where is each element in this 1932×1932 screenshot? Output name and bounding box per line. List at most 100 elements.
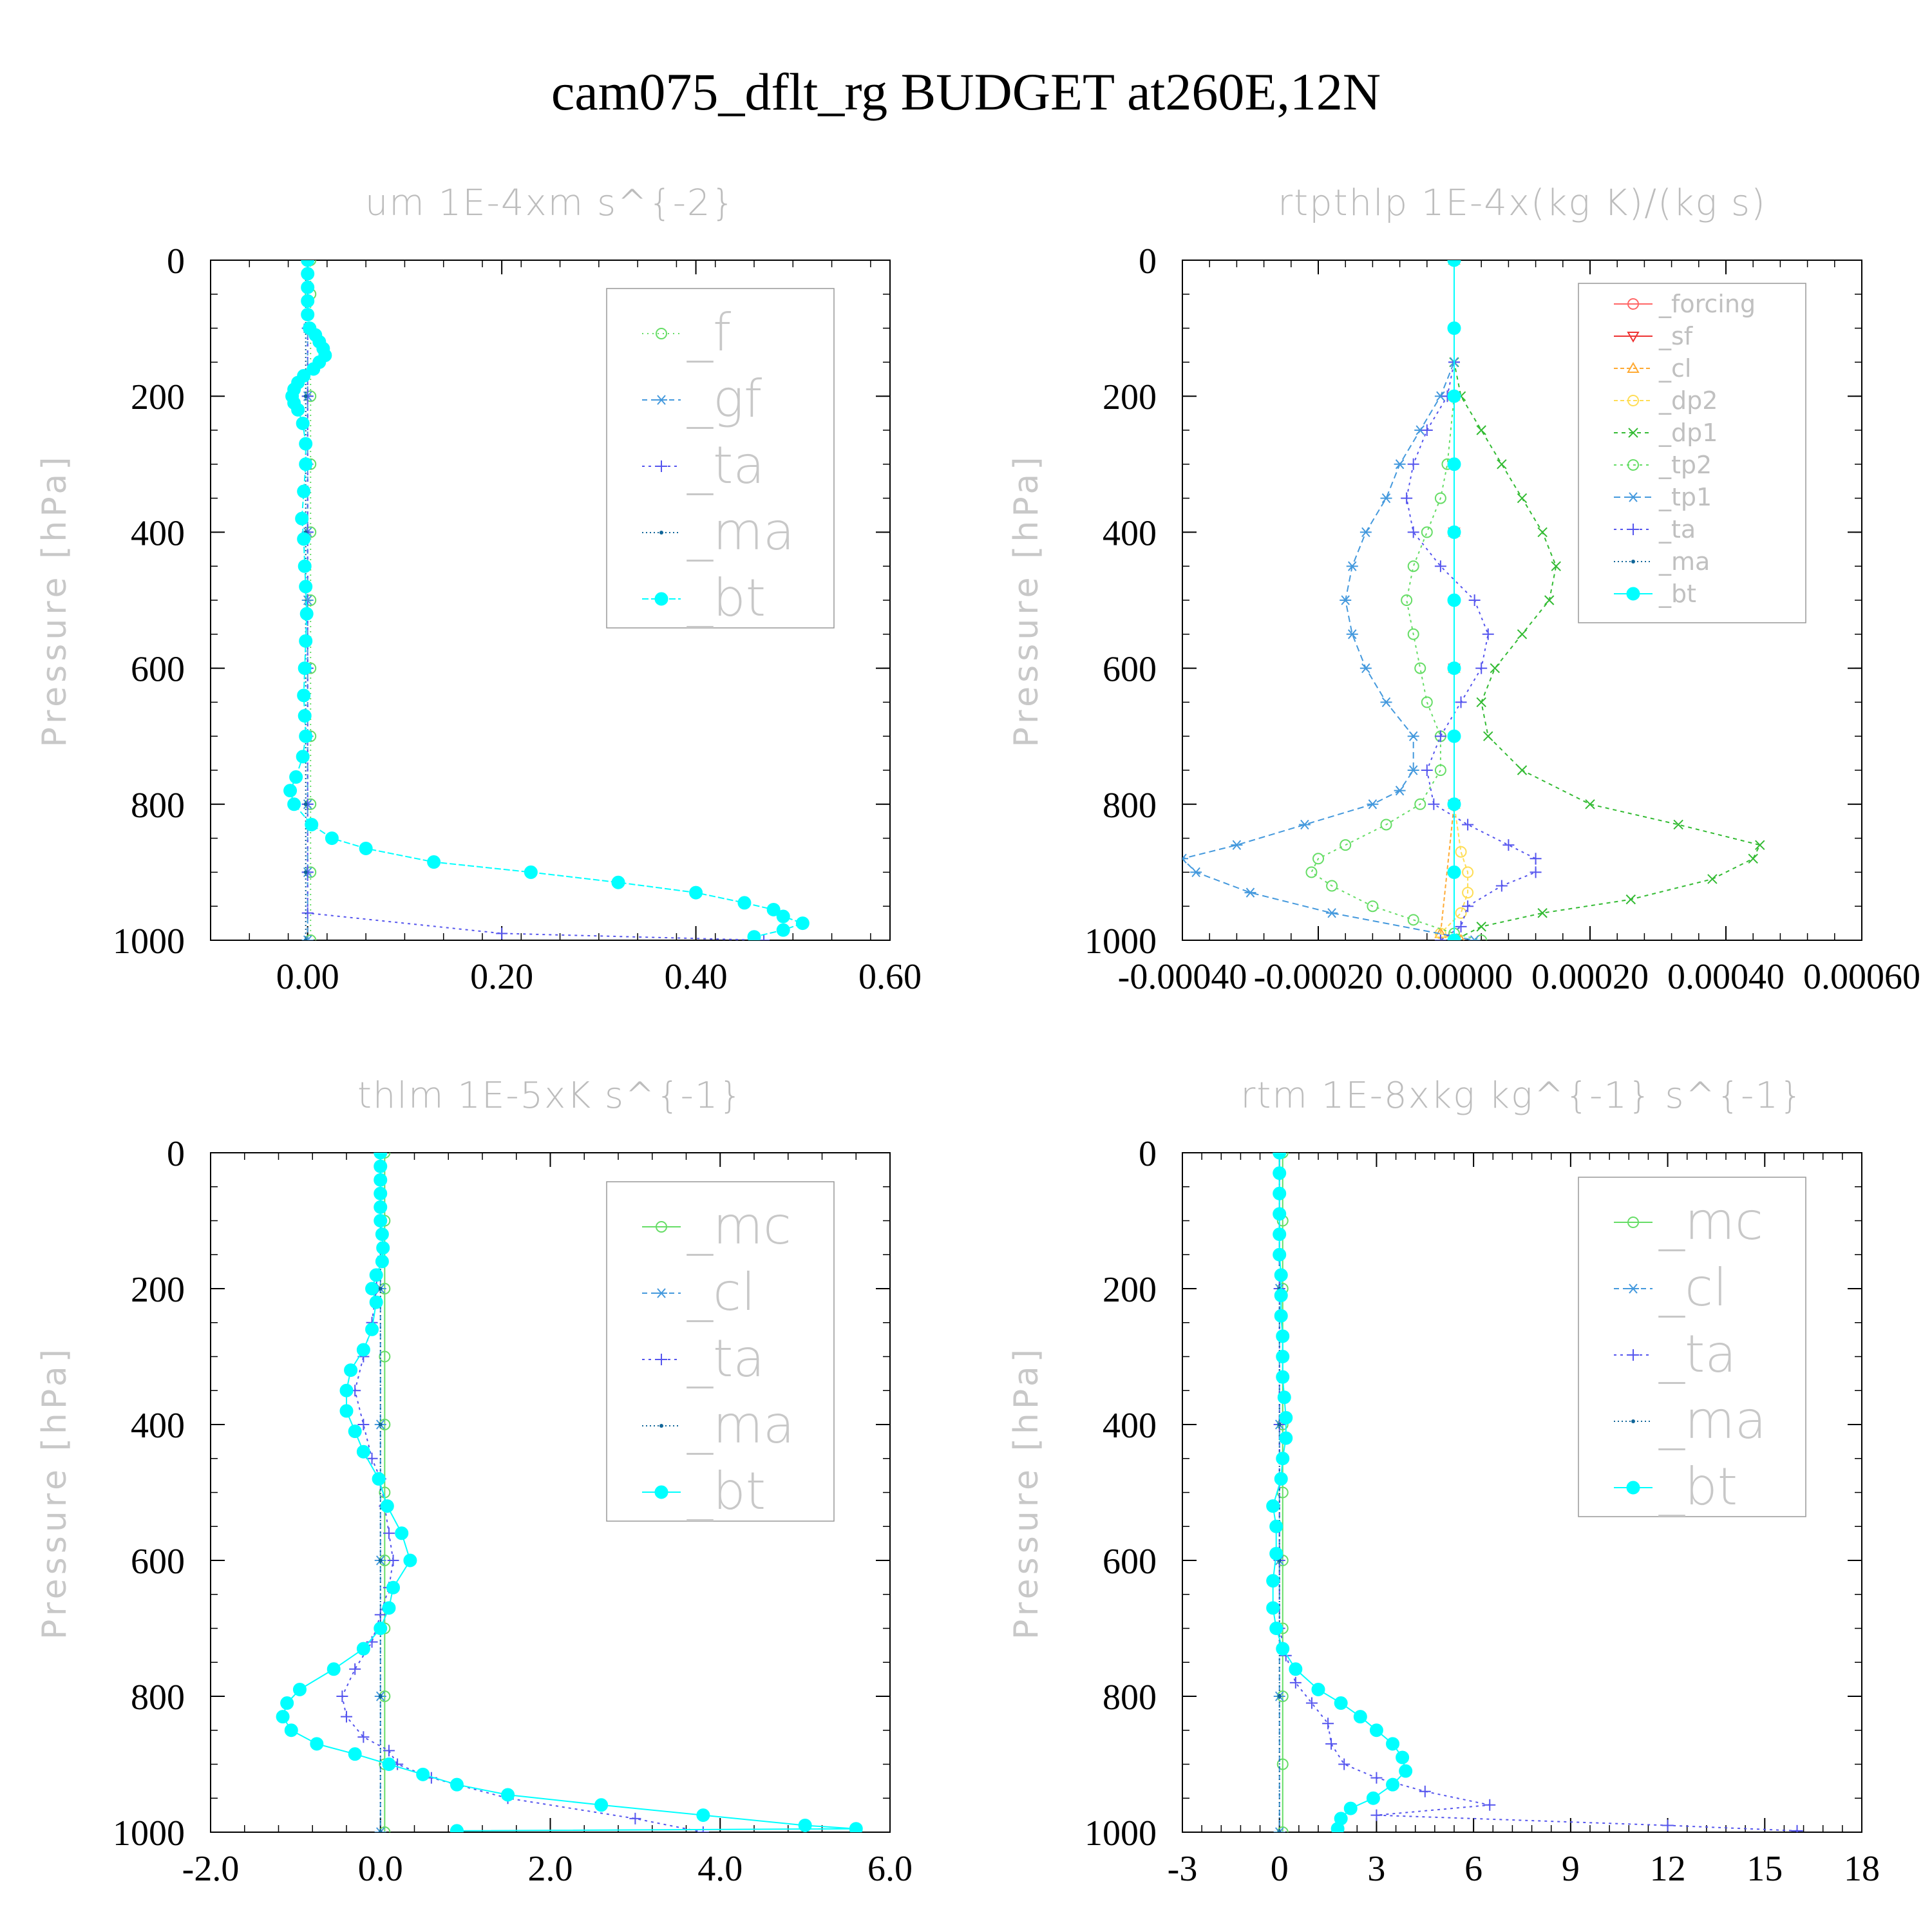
data-point [287,797,301,811]
data-point [1386,1777,1400,1792]
data-point [298,709,312,723]
data-point [284,1723,298,1738]
data-point [1497,459,1507,469]
data-point [299,634,313,648]
legend-item-bt: _bt [1614,1457,1738,1517]
data-point [1273,1166,1287,1180]
data-point [369,1295,383,1309]
data-point [611,875,625,889]
data-point [450,1824,464,1832]
data-point [1190,867,1202,878]
y-tick-label: 800 [131,1678,185,1718]
legend-item-tp1: _tp1 [1614,483,1712,511]
series-bt [283,260,810,940]
data-point [296,416,310,430]
legend-item-f: _f [642,303,731,363]
data-point [375,1255,389,1269]
data-point [1305,1697,1318,1709]
data-point [1273,1207,1287,1221]
legend-label: _cl [1658,354,1691,383]
data-point [1276,1758,1289,1770]
data-point [1273,1153,1287,1160]
y-axis-label: Pressure [hPa] [1007,1345,1046,1640]
legend-label: _dp1 [1658,419,1718,447]
data-point [1338,1758,1350,1770]
data-point [1370,1809,1383,1821]
chart-panel-1: um 1E-4xm s^{-2} Pressure [hPa] 0 200 400 600… [35,182,922,997]
data-point [766,902,781,916]
data-point [629,1812,641,1824]
data-point [297,484,311,498]
legend-marker [1631,560,1635,564]
data-point [1407,560,1419,573]
data-point [387,1555,399,1566]
data-point [1419,1785,1431,1797]
data-point [1447,525,1461,539]
legend-box [1578,283,1806,623]
data-point [1551,561,1561,571]
series-bt [1266,1153,1413,1832]
data-point [403,1553,417,1567]
data-point [296,750,310,764]
series-line [1311,260,1482,940]
data-point [1407,914,1419,926]
data-point [416,1767,430,1781]
data-point [501,1788,515,1802]
data-point [303,394,308,399]
y-tick-label: 0 [1139,1134,1157,1174]
data-point [1298,819,1311,830]
data-point [374,1186,388,1200]
data-point [1346,629,1358,639]
data-point [1244,887,1256,898]
x-tick-label: -2.0 [182,1849,240,1889]
data-point [1517,493,1528,504]
chart-panel-3: thlm 1E-5xK s^{-1} Pressure [hPa] 0 200 400 6… [35,1075,913,1889]
legend-item-cl: _cl [1614,1258,1727,1318]
data-point [297,532,311,546]
data-point [386,1580,401,1595]
data-point [295,511,309,526]
data-point [378,1423,383,1426]
legend-marker [1627,1283,1639,1294]
x-tick-label: 9 [1562,1849,1580,1889]
legend-item-mc: _mc [1614,1191,1763,1251]
data-point [594,1798,609,1812]
legend-marker [656,395,667,405]
y-tick-label: 0 [167,1134,185,1174]
data-point [374,1159,388,1173]
legend-item-ta: _ta [642,1329,764,1388]
data-point [292,1682,307,1696]
legend-box [606,1181,835,1522]
legend-item-forcing: _forcing [1614,290,1756,318]
data-point [1274,1289,1288,1303]
legend-marker [1626,1481,1640,1495]
data-point [1475,934,1488,940]
x-tick-label: 0.00000 [1396,957,1513,997]
y-tick-label: 400 [131,513,185,553]
legend-marker [654,592,668,606]
data-point [795,916,810,931]
x-tick-label: 4.0 [697,1849,743,1889]
data-point [383,1527,395,1539]
legend-label: _forcing [1658,290,1756,318]
data-point [1276,1826,1289,1832]
y-tick-label: 1000 [113,1814,185,1853]
data-point [298,661,312,676]
x-tick-label: 0.00 [276,957,339,997]
data-point [376,1241,390,1255]
data-point [1340,595,1352,605]
legend-marker [1627,524,1639,535]
legend-label: _dp2 [1658,386,1718,415]
data-point [1269,1519,1283,1533]
legend-marker [656,460,667,472]
data-point [1231,840,1243,850]
data-point [357,1731,370,1743]
legend-label: _tp1 [1658,483,1712,511]
series-line [1278,1153,1797,1832]
legend-marker [1627,361,1640,373]
data-point [301,280,315,294]
data-point [1277,1390,1291,1405]
data-point [374,1609,386,1621]
data-point [1394,786,1406,796]
data-point [301,307,315,321]
